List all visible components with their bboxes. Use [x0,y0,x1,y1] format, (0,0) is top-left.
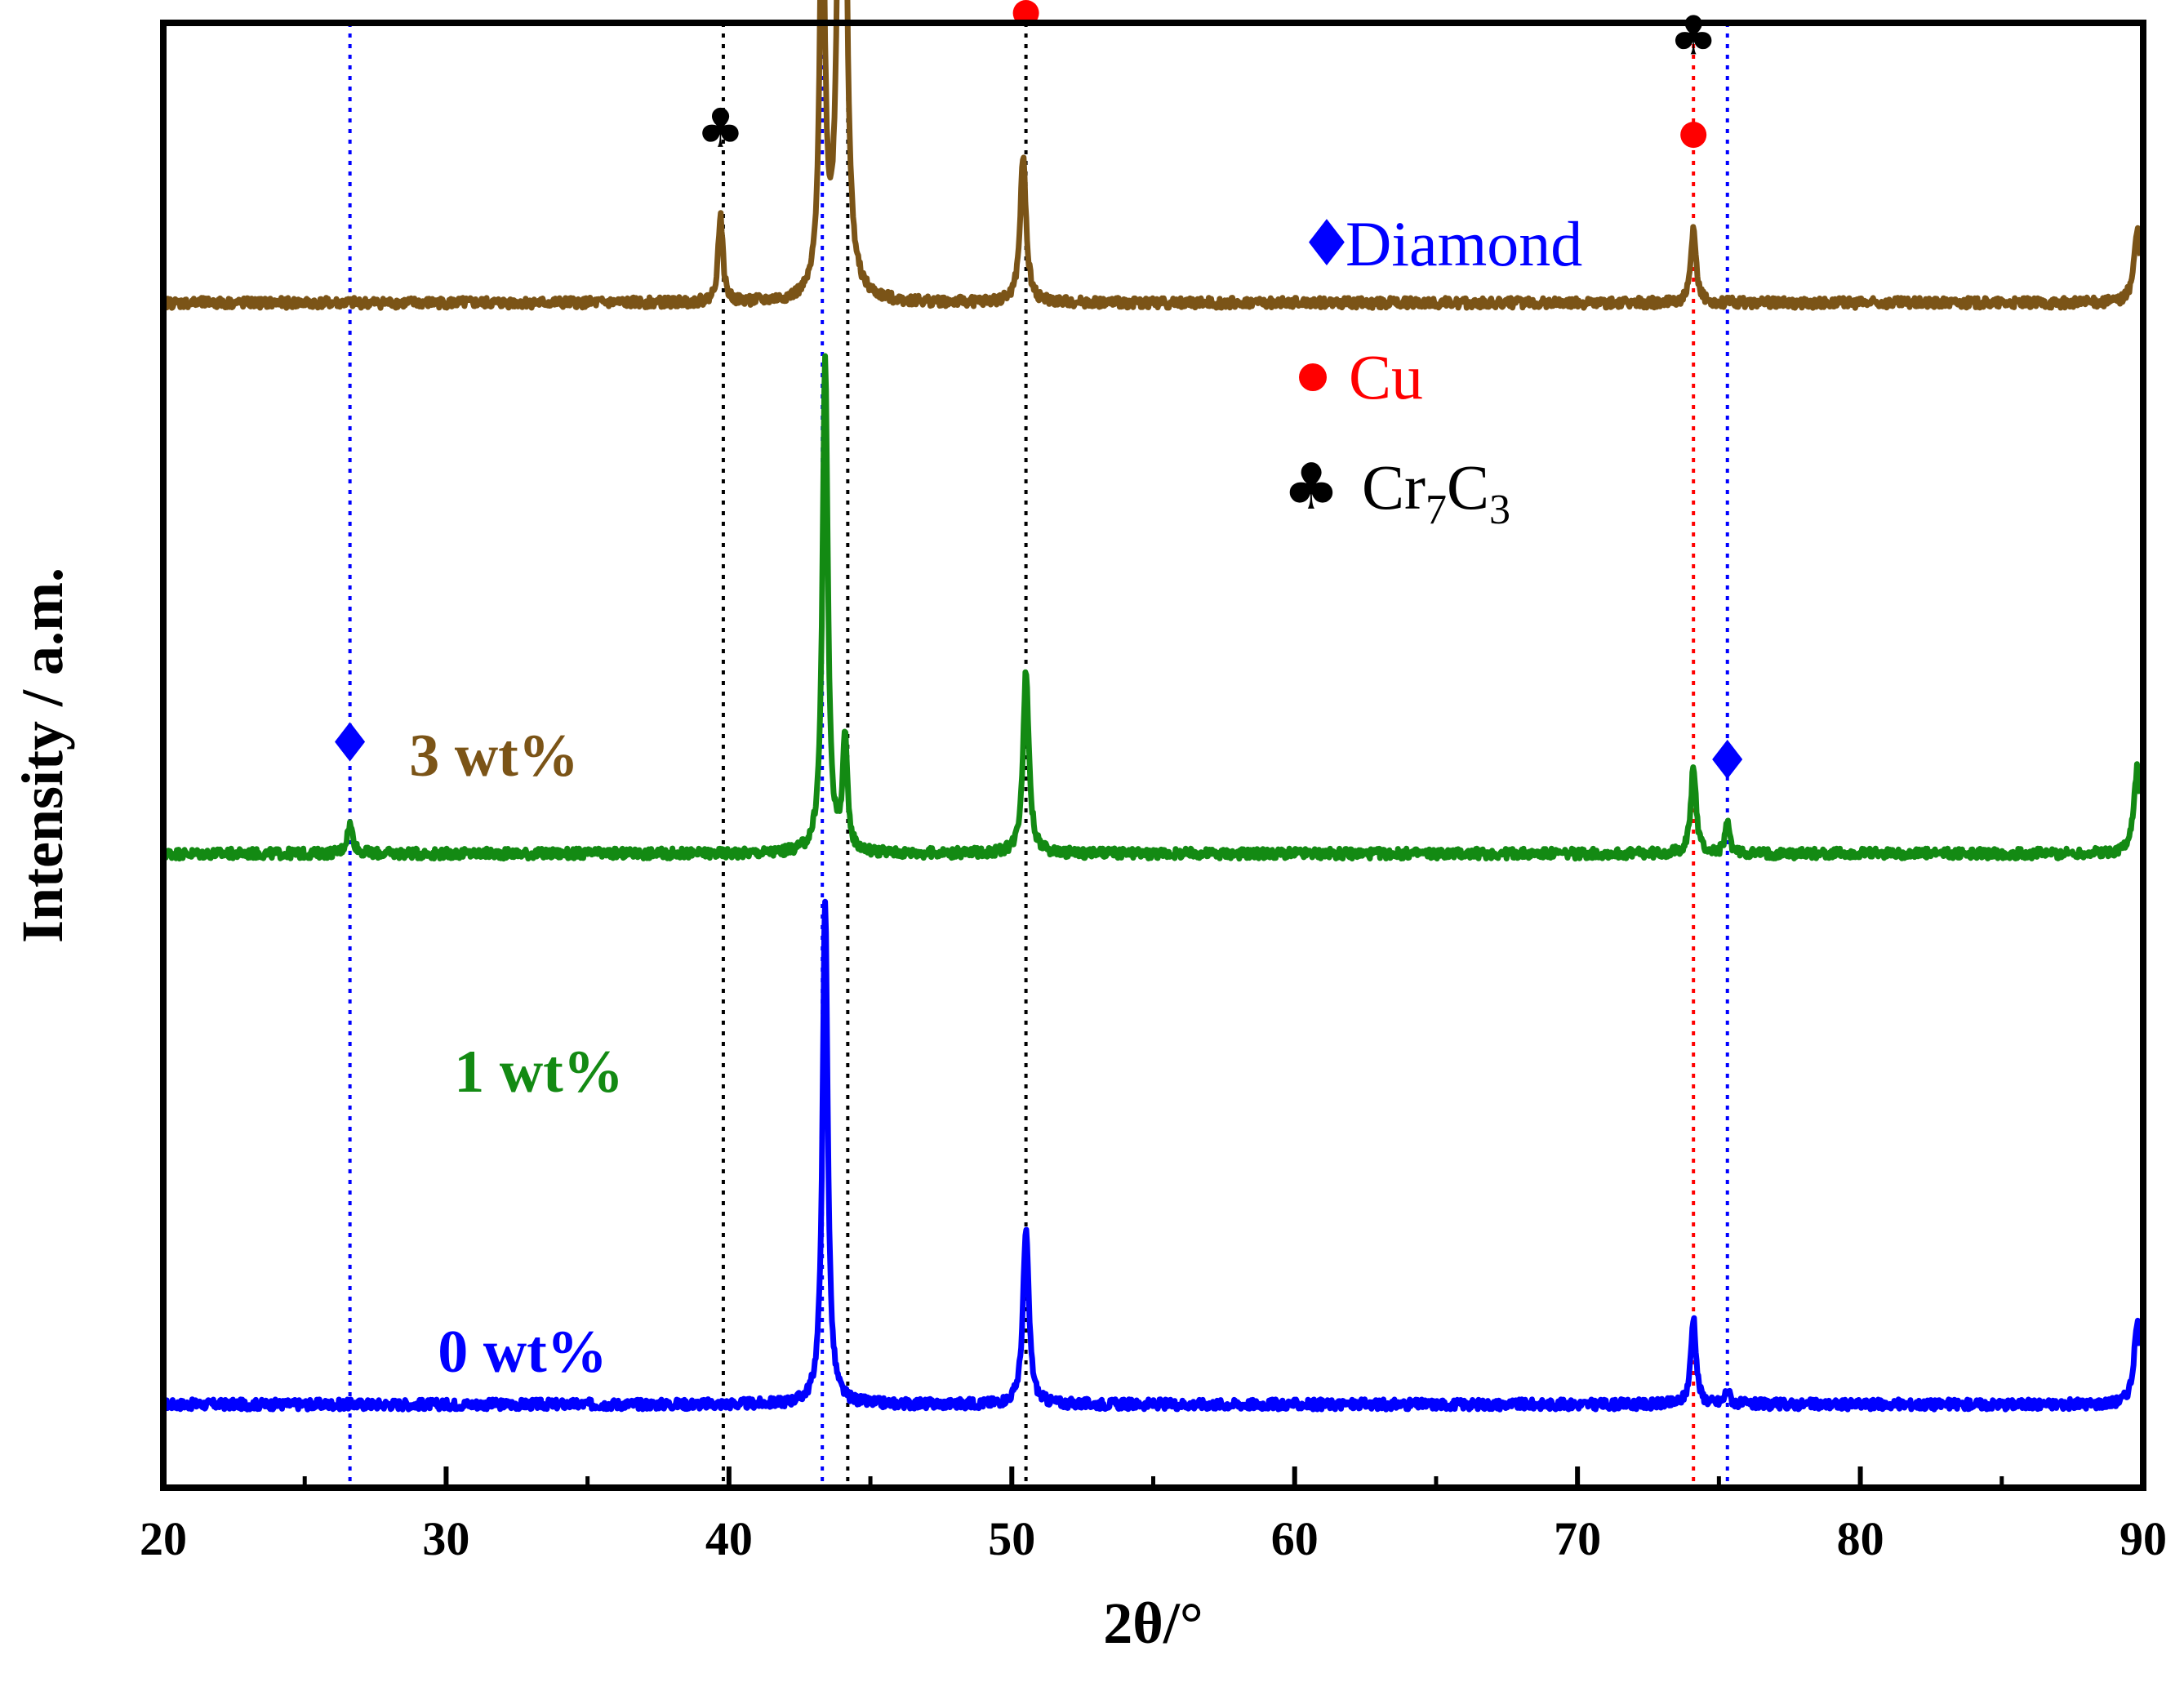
legend-cr7c3-sub-2: 3 [1489,487,1510,533]
x-axis-title: 2θ/° [1103,1591,1203,1656]
legend-diamond-icon: ♦ [1298,207,1355,281]
x-tick-label: 90 [2120,1512,2167,1565]
legend-cr7c3-base-2: C [1447,452,1489,523]
cr7c3-marker-icon: ♣ [696,97,745,160]
x-tick-label: 50 [988,1512,1035,1565]
legend-cr7c3-base-1: Cr [1362,452,1426,523]
x-tick-label: 70 [1554,1512,1601,1565]
series-line-1wt [160,353,2143,862]
series-label: 0 wt% [438,1319,607,1386]
series-label: 1 wt% [454,1039,624,1106]
x-tick-label: 40 [705,1512,753,1565]
x-axis-ticks: 20 30 40 50 60 70 80 90 [140,1466,2167,1565]
x-tick-label: 30 [422,1512,469,1565]
legend: ♦ Diamond Cu ♣ Cr7C3 [1283,207,1582,533]
x-tick-label: 20 [140,1512,187,1565]
legend-cr7c3-label: Cr7C3 [1362,452,1510,533]
series-line-0wt [161,898,2143,1413]
series-label: 3 wt% [409,723,579,790]
diamond-marker-icon: ♦ [326,712,374,775]
cr7c3-marker-icon: ♣ [1670,4,1718,67]
x-tick-label: 80 [1837,1512,1884,1565]
legend-cu-label: Cu [1349,341,1423,412]
cu-marker-icon [1680,122,1707,149]
y-axis-title: Intensity / a.m. [10,567,75,943]
legend-cr7c3-icon: ♣ [1283,451,1340,524]
series-line-3wt [160,0,2143,311]
legend-cu-icon [1299,363,1327,391]
legend-cr7c3-sub-1: 7 [1426,487,1447,533]
diamond-marker-icon: ♦ [1703,729,1751,792]
phase-markers: ♦♦♦♣♣♣♣ [326,0,1751,792]
x-tick-label: 60 [1271,1512,1319,1565]
series-layer: 0 wt% 1 wt% 3 wt% [160,0,2143,1413]
legend-diamond-label: Diamond [1346,208,1582,279]
